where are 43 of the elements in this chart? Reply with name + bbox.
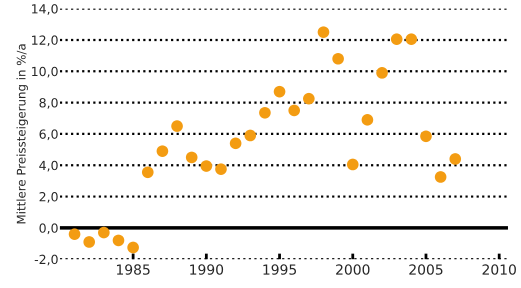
x-tick-label: 2000 (336, 264, 370, 275)
point (98, 226, 110, 238)
point (362, 114, 374, 126)
y-tick-label: 2,0 (40, 192, 58, 203)
x-tick-label: 2005 (409, 264, 442, 275)
point (318, 26, 330, 38)
y-tick-label: 8,0 (39, 98, 58, 109)
y-tick-label: 14,0 (32, 4, 58, 15)
point (171, 120, 183, 132)
x-tick-label: 2010 (482, 264, 516, 275)
point (434, 171, 446, 183)
point (449, 153, 462, 165)
point (390, 33, 402, 45)
point (346, 158, 359, 170)
point (215, 163, 227, 175)
x-tick-label: 1990 (190, 264, 224, 275)
point (332, 52, 344, 65)
point (127, 242, 139, 254)
point (420, 130, 432, 142)
point (288, 104, 300, 116)
y-tick-label: -2,0 (34, 254, 58, 266)
point (230, 138, 242, 150)
point (156, 145, 168, 157)
point (274, 86, 286, 98)
point (406, 33, 418, 45)
x-tick-label: 1985 (116, 264, 150, 275)
point (142, 166, 154, 178)
point (200, 160, 212, 172)
y-tick-label: 0,0 (39, 223, 58, 234)
y-tick-label: 12,0 (32, 35, 58, 46)
point (244, 130, 256, 142)
y-tick-label: 10,0 (32, 66, 58, 78)
point (303, 92, 315, 104)
point (376, 67, 388, 79)
y-tick-label: 4,0 (39, 160, 58, 172)
point (112, 234, 124, 246)
point (259, 106, 271, 119)
y-axis-title: Mittlere Preissteigerung in %/a (16, 44, 28, 224)
x-tick-label: 1995 (263, 264, 296, 275)
point (68, 228, 80, 240)
point (186, 152, 198, 164)
point (83, 236, 96, 248)
y-tick-label: 6,0 (40, 129, 58, 140)
